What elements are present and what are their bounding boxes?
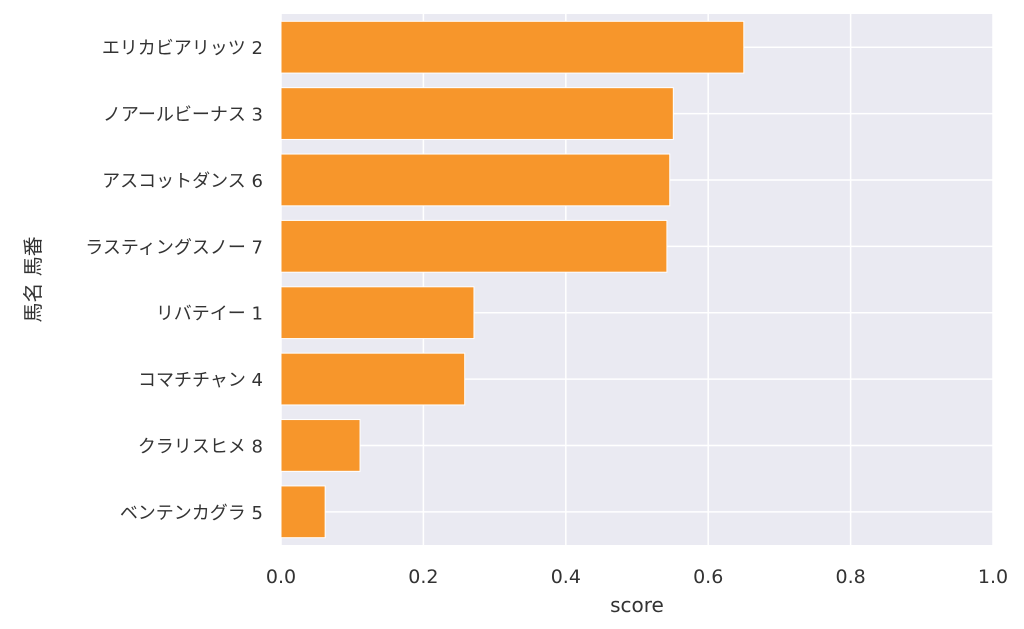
- x-tick-labels: 0.0 0.2 0.4 0.6 0.8 1.0: [266, 566, 1008, 588]
- y-axis-title: 馬名 馬番: [21, 236, 45, 322]
- y-tick-label: ノアールビーナス 3: [103, 105, 263, 126]
- bar: [281, 21, 744, 73]
- y-tick-label: アスコットダンス 6: [102, 171, 263, 192]
- y-tick-label: エリカビアリッツ 2: [102, 38, 263, 59]
- x-tick-label: 0.4: [551, 566, 581, 588]
- bar: [281, 287, 474, 339]
- y-tick-labels: エリカビアリッツ 2 ノアールビーナス 3 アスコットダンス 6 ラスティングスノー …: [85, 38, 263, 524]
- y-tick-label: ラスティングスノー 7: [85, 237, 263, 258]
- y-tick-label: ベンテンカグラ 5: [120, 503, 263, 524]
- bar: [281, 88, 673, 140]
- y-tick-label: クラリスヒメ 8: [138, 436, 263, 457]
- x-axis-title: score: [610, 593, 664, 617]
- x-tick-label: 0.0: [266, 566, 296, 588]
- x-tick-label: 0.2: [408, 566, 438, 588]
- bar: [281, 353, 465, 405]
- x-tick-label: 0.8: [835, 566, 865, 588]
- x-tick-label: 1.0: [978, 566, 1008, 588]
- y-tick-label: リバテイー 1: [156, 304, 263, 325]
- bar: [281, 420, 360, 472]
- bar: [281, 154, 670, 206]
- bar: [281, 486, 325, 538]
- x-tick-label: 0.6: [693, 566, 723, 588]
- bar: [281, 220, 667, 272]
- y-tick-label: コマチチャン 4: [138, 370, 263, 391]
